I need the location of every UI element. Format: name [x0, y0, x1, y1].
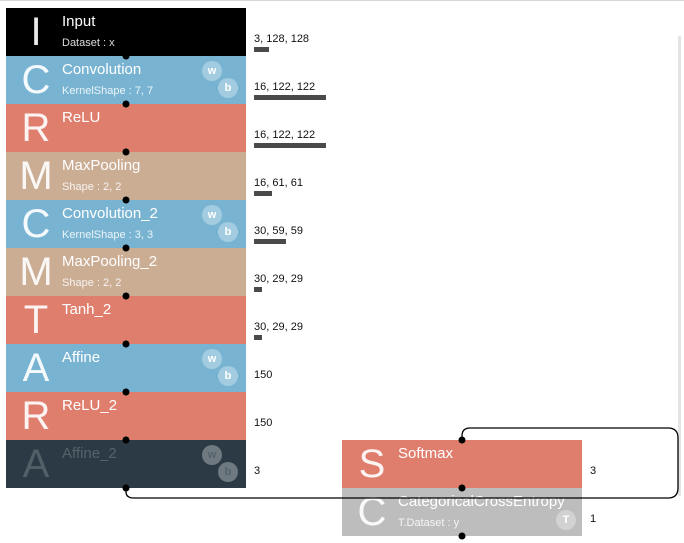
output-shape-label: 16, 122, 122 — [254, 81, 316, 93]
scrollbar-thumb[interactable] — [678, 36, 681, 496]
weight-badge-icon[interactable]: w — [202, 445, 222, 465]
layer-softmax[interactable]: S Softmax — [342, 440, 582, 488]
layer-parameter: Shape : 2, 2 — [62, 181, 122, 193]
layer-affine-2[interactable]: A Affine_2 w b — [6, 440, 246, 488]
layer-type-letter: A — [22, 442, 50, 486]
weight-badge-icon[interactable]: w — [202, 349, 222, 369]
output-shape-label: 30, 29, 29 — [254, 273, 303, 285]
layer-maxpooling[interactable]: M MaxPooling Shape : 2, 2 — [6, 152, 246, 200]
layer-name: ReLU — [62, 109, 101, 126]
output-shape-label: 1 — [590, 513, 597, 525]
layer-type-letter: C — [357, 490, 387, 534]
bias-badge-icon[interactable]: b — [218, 366, 238, 386]
output-shape-label: 3 — [590, 465, 597, 477]
layer-name: ReLU_2 — [62, 397, 118, 414]
output-shape-maxpooling: 16, 61, 61 — [254, 177, 344, 201]
weight-badge-icon[interactable]: w — [202, 61, 222, 81]
output-size-bar — [254, 191, 272, 196]
layer-type-letter: T — [23, 298, 49, 342]
layer-type-letter: R — [21, 394, 51, 438]
output-size-bar — [254, 47, 269, 52]
target-badge-icon[interactable]: T — [556, 510, 576, 530]
layer-name: MaxPooling — [62, 157, 141, 174]
layer-name: Softmax — [398, 445, 454, 462]
layer-name: Tanh_2 — [62, 301, 112, 318]
bias-badge-icon[interactable]: b — [218, 462, 238, 482]
layer-parameter: T.Dataset : y — [398, 517, 460, 529]
output-shape-label: 16, 61, 61 — [254, 177, 303, 189]
layer-maxpooling-2[interactable]: M MaxPooling_2 Shape : 2, 2 — [6, 248, 246, 296]
bias-badge-icon[interactable]: b — [218, 222, 238, 242]
layer-name: Affine — [62, 349, 101, 366]
vertical-scrollbar[interactable] — [676, 36, 684, 496]
layer-relu-2[interactable]: R ReLU_2 — [6, 392, 246, 440]
layer-type-letter: C — [21, 58, 51, 102]
output-shape-convolution: 16, 122, 122 — [254, 81, 344, 105]
output-size-bar — [254, 95, 326, 100]
output-shape-label: 3, 128, 128 — [254, 33, 310, 45]
output-size-bar — [254, 239, 286, 244]
layer-name: Input — [62, 13, 96, 30]
weight-badge-icon[interactable]: w — [202, 205, 222, 225]
layer-categoricalcrossentropy[interactable]: C CategoricalCrossEntropy T.Dataset : y T — [342, 488, 582, 536]
layer-affine[interactable]: A Affine w b — [6, 344, 246, 392]
layer-name: Convolution — [62, 61, 142, 78]
output-size-bar — [254, 143, 326, 148]
output-shape-label: 150 — [254, 369, 273, 381]
layer-type-letter: M — [19, 154, 53, 198]
output-shape-label: 3 — [254, 465, 261, 477]
output-shape-label: 16, 122, 122 — [254, 129, 316, 141]
layer-type-letter: C — [21, 202, 51, 246]
output-shape-relu-2: 150 — [254, 417, 344, 441]
top-divider — [0, 0, 684, 1]
output-shape-categoricalcrossentropy: 1 — [590, 513, 680, 537]
layer-parameter: KernelShape : 3, 3 — [62, 229, 154, 241]
output-shape-relu: 16, 122, 122 — [254, 129, 344, 153]
output-shape-affine: 150 — [254, 369, 344, 393]
output-shape-tanh-2: 30, 29, 29 — [254, 321, 344, 345]
layer-input[interactable]: I Input Dataset : x — [6, 8, 246, 56]
layer-name: Affine_2 — [62, 445, 117, 462]
layer-name: Convolution_2 — [62, 205, 158, 222]
layer-type-letter: R — [21, 106, 51, 150]
output-size-bar — [254, 335, 262, 340]
layer-name: MaxPooling_2 — [62, 253, 158, 270]
output-shape-convolution-2: 30, 59, 59 — [254, 225, 344, 249]
layer-type-letter: S — [358, 442, 386, 486]
layer-tanh-2[interactable]: T Tanh_2 — [6, 296, 246, 344]
layer-type-letter: M — [19, 250, 53, 294]
layer-type-letter: I — [30, 10, 42, 54]
output-shape-label: 150 — [254, 417, 273, 429]
output-size-bar — [254, 287, 262, 292]
layer-parameter: KernelShape : 7, 7 — [62, 85, 154, 97]
output-shape-input: 3, 128, 128 — [254, 33, 344, 57]
layer-name: CategoricalCrossEntropy — [398, 493, 565, 510]
layer-relu[interactable]: R ReLU — [6, 104, 246, 152]
output-shape-label: 30, 29, 29 — [254, 321, 303, 333]
output-shape-maxpooling-2: 30, 29, 29 — [254, 273, 344, 297]
layer-parameter: Shape : 2, 2 — [62, 277, 122, 289]
output-shape-affine-2: 3 — [254, 465, 344, 489]
layer-type-letter: A — [22, 346, 50, 390]
output-shape-label: 30, 59, 59 — [254, 225, 303, 237]
output-shape-softmax: 3 — [590, 465, 680, 489]
bias-badge-icon[interactable]: b — [218, 78, 238, 98]
layer-parameter: Dataset : x — [62, 37, 115, 49]
